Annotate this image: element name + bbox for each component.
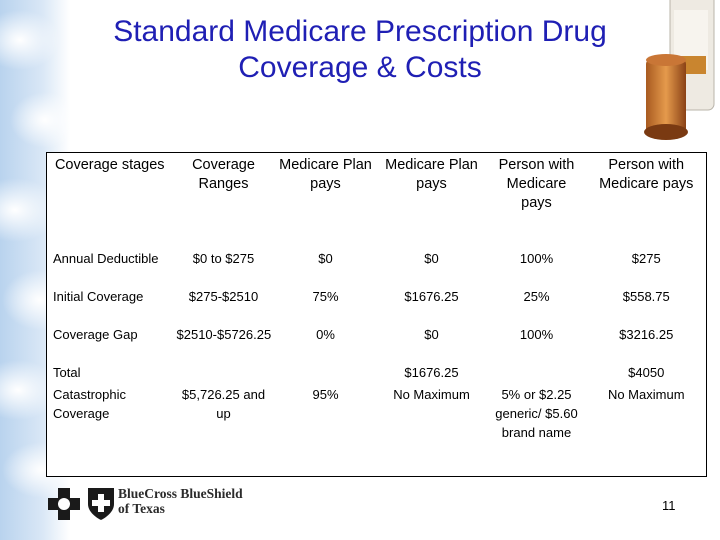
title-line-1: Standard Medicare Prescription Drug <box>113 15 607 48</box>
bcbs-logo-text: BlueCross BlueShield of Texas <box>118 486 243 516</box>
coverage-costs-table: Coverage stages Coverage Ranges Medicare… <box>46 152 707 477</box>
table-cell: 100% <box>519 250 554 266</box>
table-cell: $0 to $275 <box>192 250 255 266</box>
table-cell: $0 <box>424 326 439 342</box>
table-cell: $0 <box>424 250 439 266</box>
table-cell: $1676.25 <box>404 364 459 380</box>
table-cell <box>275 363 377 385</box>
table-cell: $275-$2510 <box>188 288 259 304</box>
table-cell: Coverage Gap <box>53 326 138 342</box>
table-cell <box>487 363 587 385</box>
logo-line-1: BlueCross BlueShield <box>118 486 243 501</box>
table-row: Initial Coverage $275-$2510 75% $1676.25… <box>47 287 707 325</box>
bcbs-logo <box>48 488 114 520</box>
slide-title: Standard Medicare Prescription Drug Cove… <box>60 14 660 86</box>
table-cell: 95% <box>312 386 339 402</box>
pill-bottle-image <box>644 0 715 140</box>
header-cell: Coverage Ranges <box>192 157 255 192</box>
header-cell: Person with Medicare pays <box>498 157 575 211</box>
header-cell: Coverage stages <box>54 157 165 173</box>
shield-icon <box>88 488 114 520</box>
table-cell: $1676.25 <box>404 288 459 304</box>
page-number: 11 <box>662 498 676 513</box>
header-cell: Medicare Plan pays <box>385 157 478 192</box>
table-cell: Annual Deductible <box>53 250 159 266</box>
table-cell: 75% <box>312 288 339 304</box>
table-cell: $0 <box>318 250 333 266</box>
table-cell: $275 <box>631 250 661 266</box>
table-cell: 0% <box>316 326 335 342</box>
table-cell: 25% <box>523 288 550 304</box>
table-cell <box>173 363 275 385</box>
table-cell: Initial Coverage <box>53 288 144 304</box>
table-cell: $5,726.25 and up <box>181 386 266 421</box>
table-cell: Total <box>53 364 81 380</box>
table-header-row: Coverage stages Coverage Ranges Medicare… <box>47 153 707 249</box>
table-cell: Catastrophic Coverage <box>53 386 126 421</box>
table-cell: $558.75 <box>622 288 670 304</box>
table-cell: 5% or $2.25 generic/ $5.60 brand name <box>495 386 578 440</box>
table-row: Total $1676.25 $4050 <box>47 363 707 385</box>
table-cell: No Maximum <box>393 386 470 402</box>
title-line-2: Coverage & Costs <box>238 51 482 84</box>
table-cell: 100% <box>519 326 554 342</box>
table-row: Annual Deductible $0 to $275 $0 $0 100% … <box>47 249 707 287</box>
table-cell: $3216.25 <box>619 326 674 342</box>
table-row: Coverage Gap $2510-$5726.25 0% $0 100% $… <box>47 325 707 363</box>
cross-icon <box>48 488 80 520</box>
header-cell: Person with Medicare pays <box>599 157 694 192</box>
table-cell: No Maximum <box>607 386 685 402</box>
table-cell: $4050 <box>628 364 665 380</box>
table-cell: $2510-$5726.25 <box>176 326 272 342</box>
header-cell: Medicare Plan pays <box>279 157 372 192</box>
table-row: Catastrophic Coverage $5,726.25 and up 9… <box>47 385 707 477</box>
logo-line-2: of Texas <box>118 501 165 516</box>
